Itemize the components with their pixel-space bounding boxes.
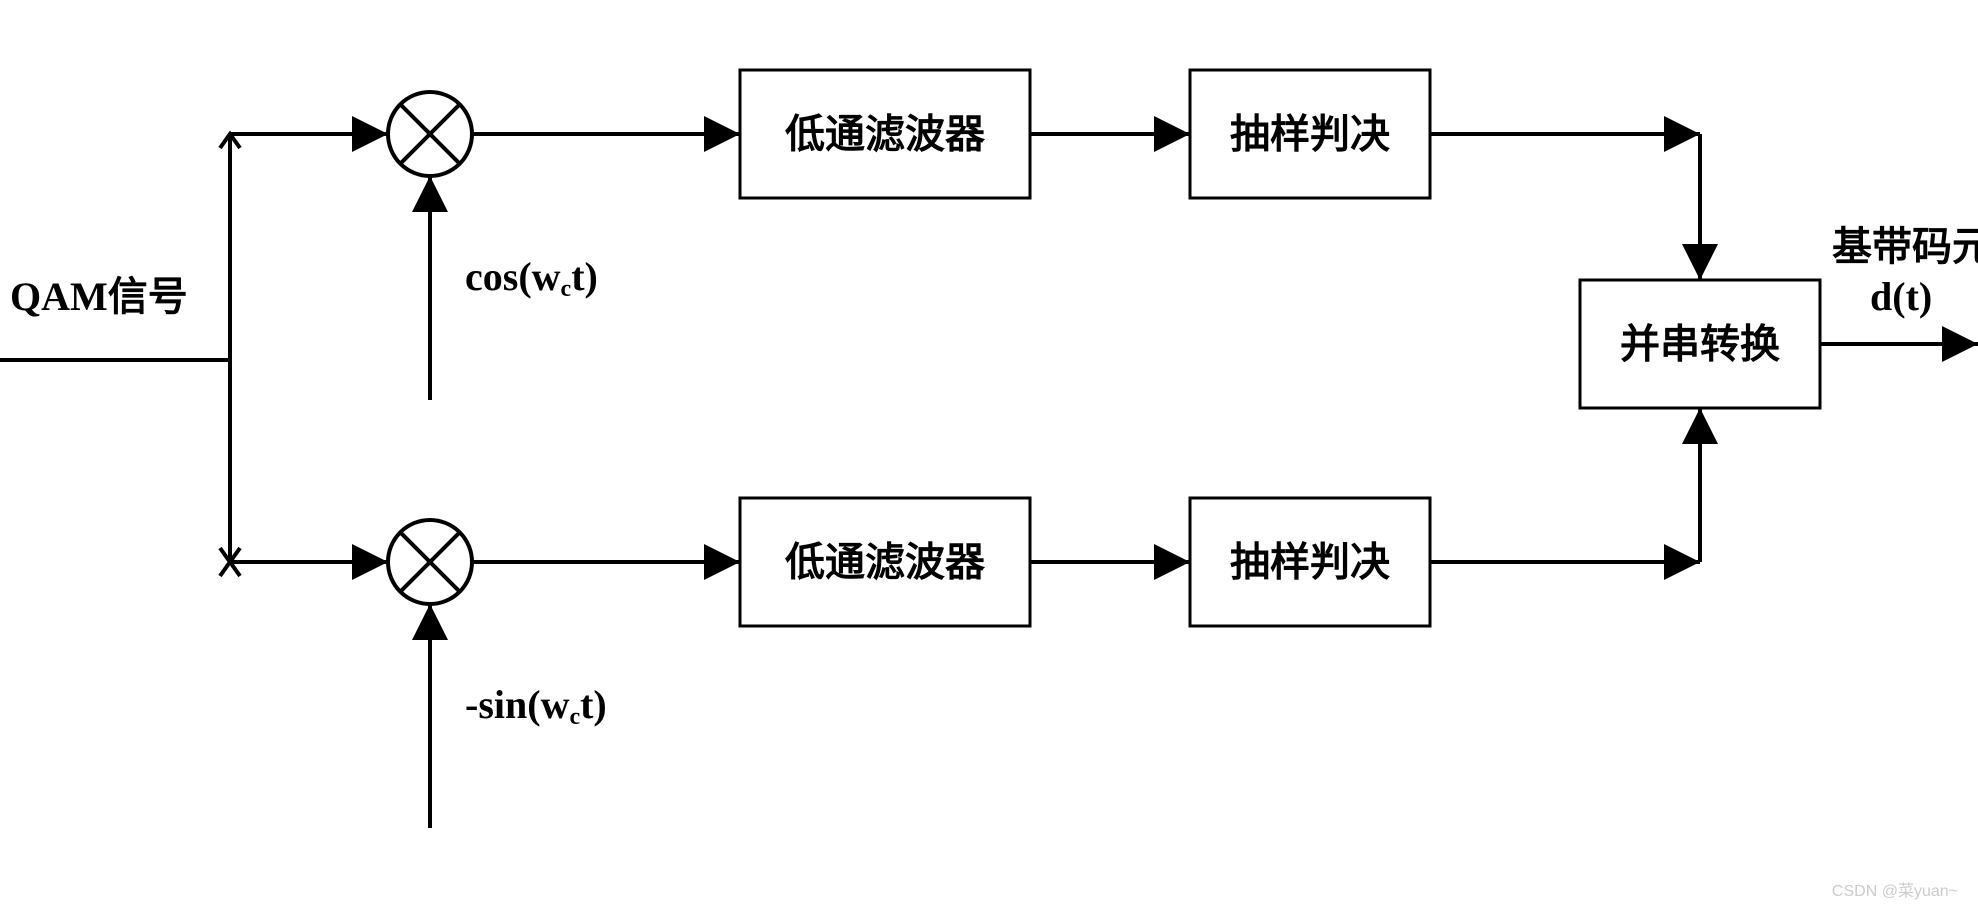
samp_top-label: 抽样判决	[1230, 112, 1390, 157]
lpf_top-label: 低通滤波器	[785, 112, 986, 157]
samp_bot-label: 抽样判决	[1230, 540, 1390, 585]
input-label: QAM信号	[10, 274, 188, 319]
cos-label: cos(wct)	[465, 254, 598, 302]
out_top-label: 基带码元	[1832, 224, 1978, 269]
lpf_bot-label: 低通滤波器	[785, 540, 986, 585]
qam-demod-diagram: 低通滤波器低通滤波器抽样判决抽样判决并串转换QAM信号基带码元d(t)cos(w…	[0, 0, 1978, 908]
sin-label: -sin(wct)	[465, 682, 607, 730]
watermark: CSDN @菜yuan~	[1832, 882, 1958, 900]
ps_conv-label: 并串转换	[1620, 322, 1780, 367]
out_sub-label: d(t)	[1870, 274, 1932, 319]
